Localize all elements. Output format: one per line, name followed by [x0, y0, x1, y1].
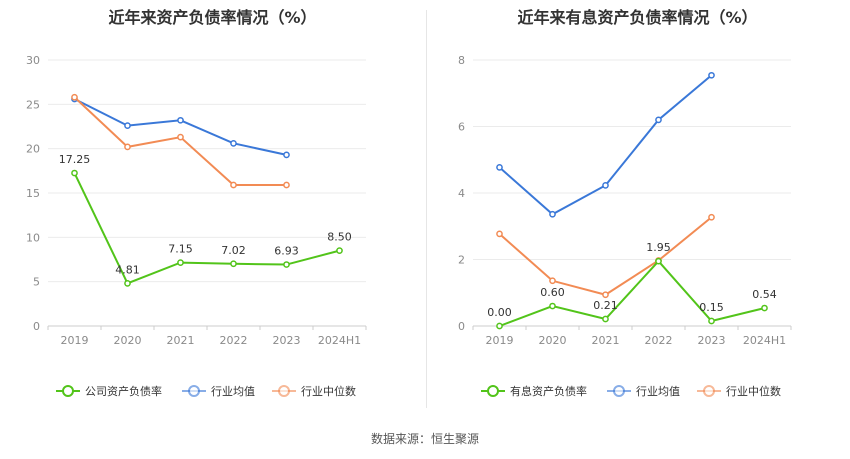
series-line — [73, 172, 340, 285]
data-label: 4.81 — [115, 263, 140, 276]
data-point — [602, 182, 609, 189]
x-tick-label: 2024H1 — [743, 334, 786, 347]
series-line — [73, 96, 287, 187]
data-point — [71, 169, 78, 177]
x-tick-label: 2019 — [61, 334, 89, 347]
series-line — [498, 216, 713, 296]
data-point — [283, 151, 290, 159]
data-point — [708, 71, 715, 79]
legend-item: 行业均值 — [607, 385, 680, 398]
data-label: 0.21 — [593, 299, 618, 312]
data-point — [124, 143, 131, 151]
data-point — [761, 304, 768, 312]
x-tick-label: 2023 — [698, 334, 726, 347]
data-label: 0.00 — [487, 306, 512, 319]
legend-marker — [188, 385, 200, 397]
data-point — [177, 133, 184, 141]
chart-title: 近年来资产负债率情况（%） — [108, 8, 317, 27]
legend-label: 行业中位数 — [301, 384, 356, 398]
y-tick-label: 5 — [33, 276, 40, 289]
data-point — [336, 247, 343, 254]
chart-canvas: 0 2 4 6 8 2019 2020 2021 2022 2023 2024H1 0.00 0.60 0… — [458, 54, 792, 398]
data-point — [177, 259, 184, 266]
data-point — [71, 93, 78, 101]
data-source-note: 数据来源：恒生聚源 — [370, 432, 479, 446]
legend-label: 行业均值 — [211, 385, 255, 398]
data-label: 7.02 — [221, 244, 246, 257]
data-point — [549, 302, 556, 310]
data-label: 17.25 — [59, 153, 91, 166]
y-tick-label: 10 — [26, 231, 40, 244]
x-tick-label: 2022 — [220, 334, 248, 347]
legend-marker — [487, 385, 499, 397]
data-point — [549, 210, 556, 218]
data-point — [602, 315, 609, 323]
x-tick-label: 2024H1 — [318, 334, 361, 347]
legend-item: 行业均值 — [182, 385, 255, 398]
x-tick-label: 2021 — [167, 334, 195, 347]
x-tick-label: 2023 — [273, 334, 301, 347]
chart-debt-ratio: 近年来资产负债率情况（%） 0 5 10 15 20 25 30 2019 2020 2021 20… — [0, 0, 425, 420]
data-point — [124, 280, 131, 287]
y-tick-label: 2 — [458, 254, 465, 267]
panel-divider — [426, 10, 427, 408]
data-point — [230, 181, 237, 189]
y-tick-label: 25 — [26, 98, 40, 111]
data-point — [230, 139, 237, 147]
data-point — [496, 230, 503, 238]
series-line — [499, 259, 765, 327]
x-tick-label: 2022 — [645, 334, 673, 347]
data-label: 0.15 — [699, 301, 724, 314]
legend-item: 行业中位数 — [697, 384, 781, 398]
data-point — [230, 260, 237, 268]
data-point — [124, 122, 131, 129]
data-point — [283, 181, 290, 189]
y-tick-label: 15 — [26, 187, 40, 200]
data-label: 1.95 — [646, 241, 671, 254]
data-point — [549, 277, 556, 285]
x-tick-label: 2021 — [592, 334, 620, 347]
legend-item: 行业中位数 — [272, 384, 356, 398]
legend-marker — [703, 385, 715, 397]
legend-marker — [62, 385, 74, 397]
data-point — [655, 116, 662, 124]
y-tick-label: 8 — [458, 54, 465, 67]
legend-item: 有息资产负债率 — [481, 384, 587, 398]
data-point — [708, 213, 715, 221]
data-point — [283, 261, 290, 268]
legend-label: 行业均值 — [636, 385, 680, 398]
legend-label: 行业中位数 — [726, 384, 781, 398]
data-label: 0.60 — [540, 286, 565, 299]
data-point — [708, 317, 715, 325]
legend-label: 有息资产负债率 — [510, 384, 587, 398]
chart-interest-debt-ratio: 近年来有息资产负债率情况（%） 0 2 4 6 8 2019 2020 2021 2022 202… — [425, 0, 850, 420]
x-tick-label: 2019 — [486, 334, 514, 347]
data-label: 8.50 — [327, 231, 352, 244]
chart-title: 近年来有息资产负债率情况（%） — [517, 8, 758, 27]
y-tick-label: 20 — [26, 143, 40, 156]
y-tick-label: 0 — [33, 320, 40, 333]
data-point — [496, 164, 503, 171]
y-tick-label: 0 — [458, 320, 465, 333]
legend-marker — [278, 385, 290, 397]
legend-marker — [613, 385, 625, 397]
x-tick-label: 2020 — [539, 334, 567, 347]
data-label: 7.15 — [168, 243, 193, 256]
data-point — [177, 116, 184, 124]
y-tick-label: 6 — [458, 121, 465, 134]
data-point — [655, 257, 662, 265]
chart-canvas: 0 5 10 15 20 25 30 2019 2020 2021 2022 2023 2024H1 17… — [26, 54, 367, 398]
data-label: 6.93 — [274, 245, 299, 258]
data-point — [496, 322, 503, 330]
y-tick-label: 30 — [26, 54, 40, 67]
x-tick-label: 2020 — [114, 334, 142, 347]
data-label: 0.54 — [752, 288, 777, 301]
legend-item: 公司资产负债率 — [56, 384, 162, 398]
y-tick-label: 4 — [458, 187, 465, 200]
legend-label: 公司资产负债率 — [85, 384, 162, 398]
data-point — [602, 291, 609, 299]
